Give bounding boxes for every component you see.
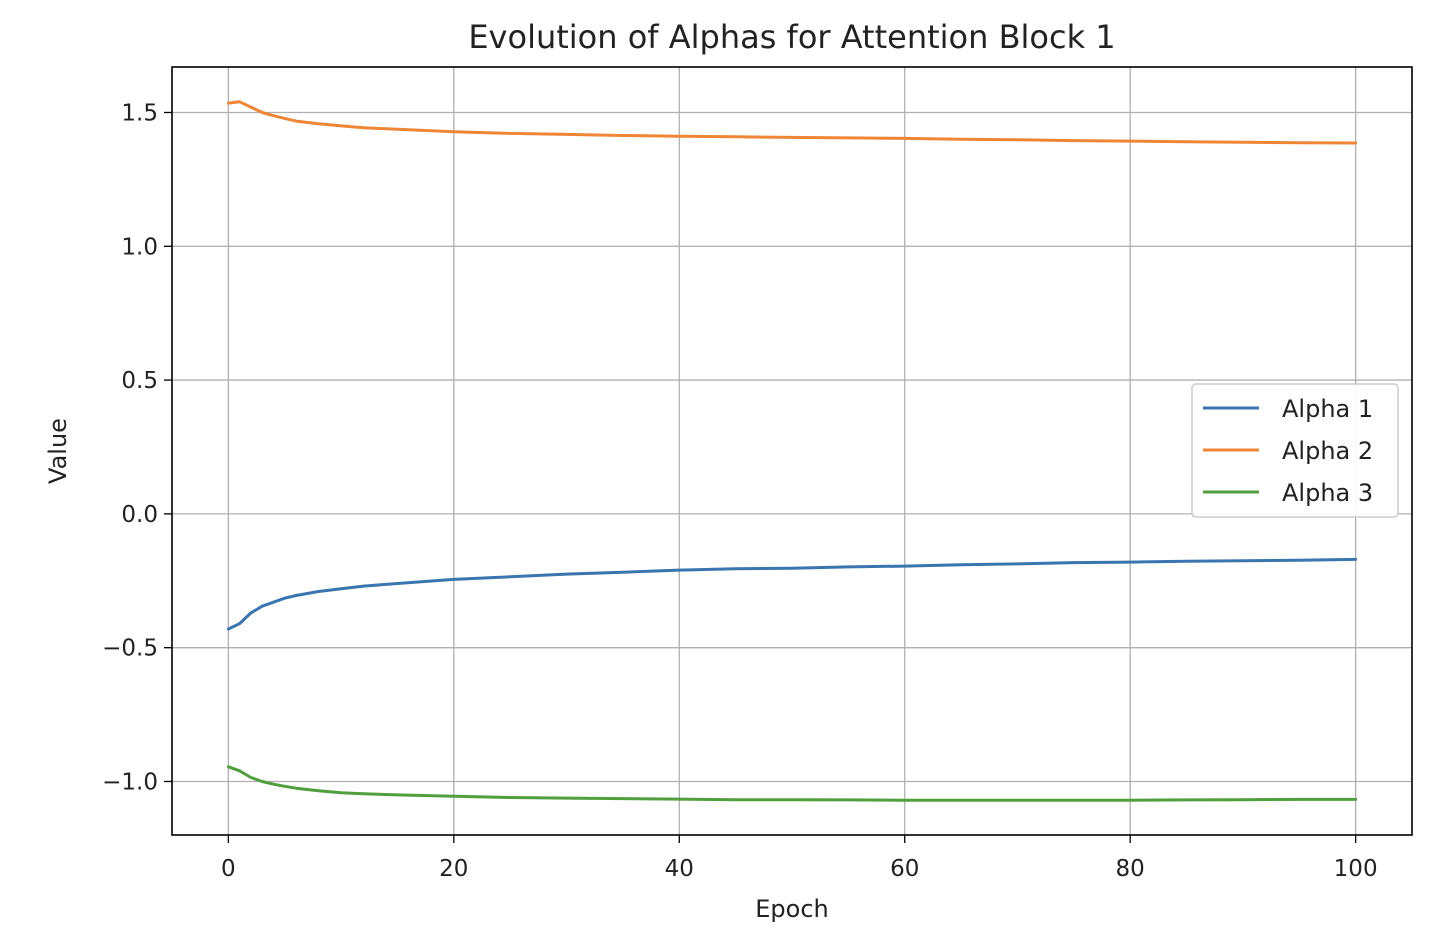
grid-lines	[172, 67, 1412, 835]
x-tick-label: 0	[221, 856, 236, 882]
x-tick-label: 60	[890, 856, 919, 882]
y-tick-label: 1.0	[121, 234, 158, 260]
y-axis: −1.0 −0.5 0.0 0.5 1.0 1.5	[102, 100, 172, 795]
x-axis-label: Epoch	[755, 895, 829, 923]
y-tick-label: −1.0	[102, 769, 158, 795]
x-tick-label: 100	[1334, 856, 1378, 882]
y-tick-label: 1.5	[121, 100, 158, 126]
series-line-alpha-2	[226, 100, 1358, 145]
x-tick-label: 40	[665, 856, 694, 882]
legend: Alpha 1 Alpha 2 Alpha 3	[1191, 383, 1399, 518]
legend-label-alpha-1: Alpha 1	[1282, 395, 1373, 423]
y-tick-label: 0.5	[121, 368, 158, 394]
legend-label-alpha-2: Alpha 2	[1282, 437, 1373, 465]
y-tick-label: −0.5	[102, 636, 158, 662]
legend-label-alpha-3: Alpha 3	[1282, 479, 1373, 507]
legend-box	[1191, 383, 1399, 518]
series-line-alpha-1	[226, 557, 1358, 631]
series-lines	[226, 100, 1358, 802]
x-tick-label: 20	[439, 856, 468, 882]
chart-title: Evolution of Alphas for Attention Block …	[468, 18, 1115, 56]
y-tick-label: 0.0	[121, 502, 158, 528]
y-axis-label: Value	[44, 418, 72, 484]
series-line-alpha-3	[226, 765, 1358, 802]
x-axis: 0 20 40 60 80 100	[221, 835, 1378, 882]
plot-frame	[171, 66, 1413, 836]
x-tick-label: 80	[1116, 856, 1145, 882]
